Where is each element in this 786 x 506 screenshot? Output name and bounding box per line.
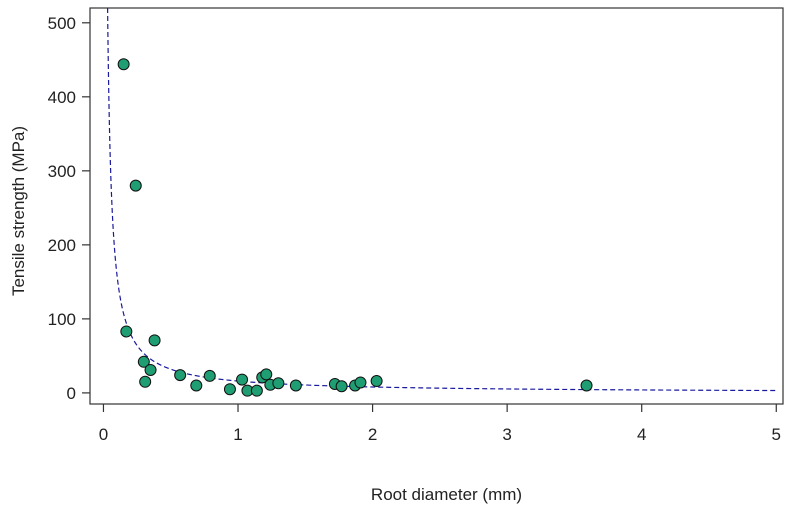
data-point [129, 179, 142, 192]
x-tick-label: 3 [502, 425, 511, 444]
data-point [335, 380, 348, 393]
data-point [117, 58, 130, 71]
x-axis: 0 1 2 3 4 5 [99, 404, 781, 444]
data-point [250, 384, 263, 397]
y-axis: 0 100 200 300 400 500 [48, 14, 90, 403]
x-tick-label: 4 [637, 425, 646, 444]
y-tick-label: 300 [48, 162, 76, 181]
x-tick-label: 5 [772, 425, 781, 444]
x-tick-label: 1 [233, 425, 242, 444]
y-axis-title: Tensile strength (MPa) [9, 126, 28, 296]
y-tick-label: 500 [48, 14, 76, 33]
data-point [203, 369, 216, 382]
fit-curve [107, 8, 777, 392]
data-point [137, 355, 150, 368]
data-point [174, 369, 187, 382]
data-point [260, 368, 273, 381]
data-point [148, 334, 161, 347]
data-point [289, 379, 302, 392]
data-point [272, 377, 285, 390]
data-point [120, 325, 133, 338]
y-tick-label: 0 [67, 384, 76, 403]
plot-frame [89, 7, 784, 405]
y-tick-label: 200 [48, 236, 76, 255]
data-point [139, 375, 152, 388]
x-tick-label: 0 [99, 425, 108, 444]
x-tick-label: 2 [368, 425, 377, 444]
data-points [117, 58, 593, 397]
x-axis-title: Root diameter (mm) [371, 485, 522, 504]
data-point [223, 383, 236, 396]
y-tick-label: 400 [48, 88, 76, 107]
data-point [190, 379, 203, 392]
y-tick-label: 100 [48, 310, 76, 329]
data-point [370, 375, 383, 388]
data-point [354, 376, 367, 389]
data-point [144, 363, 157, 376]
data-point [580, 379, 593, 392]
plot-border [89, 7, 784, 405]
data-point [236, 373, 249, 386]
